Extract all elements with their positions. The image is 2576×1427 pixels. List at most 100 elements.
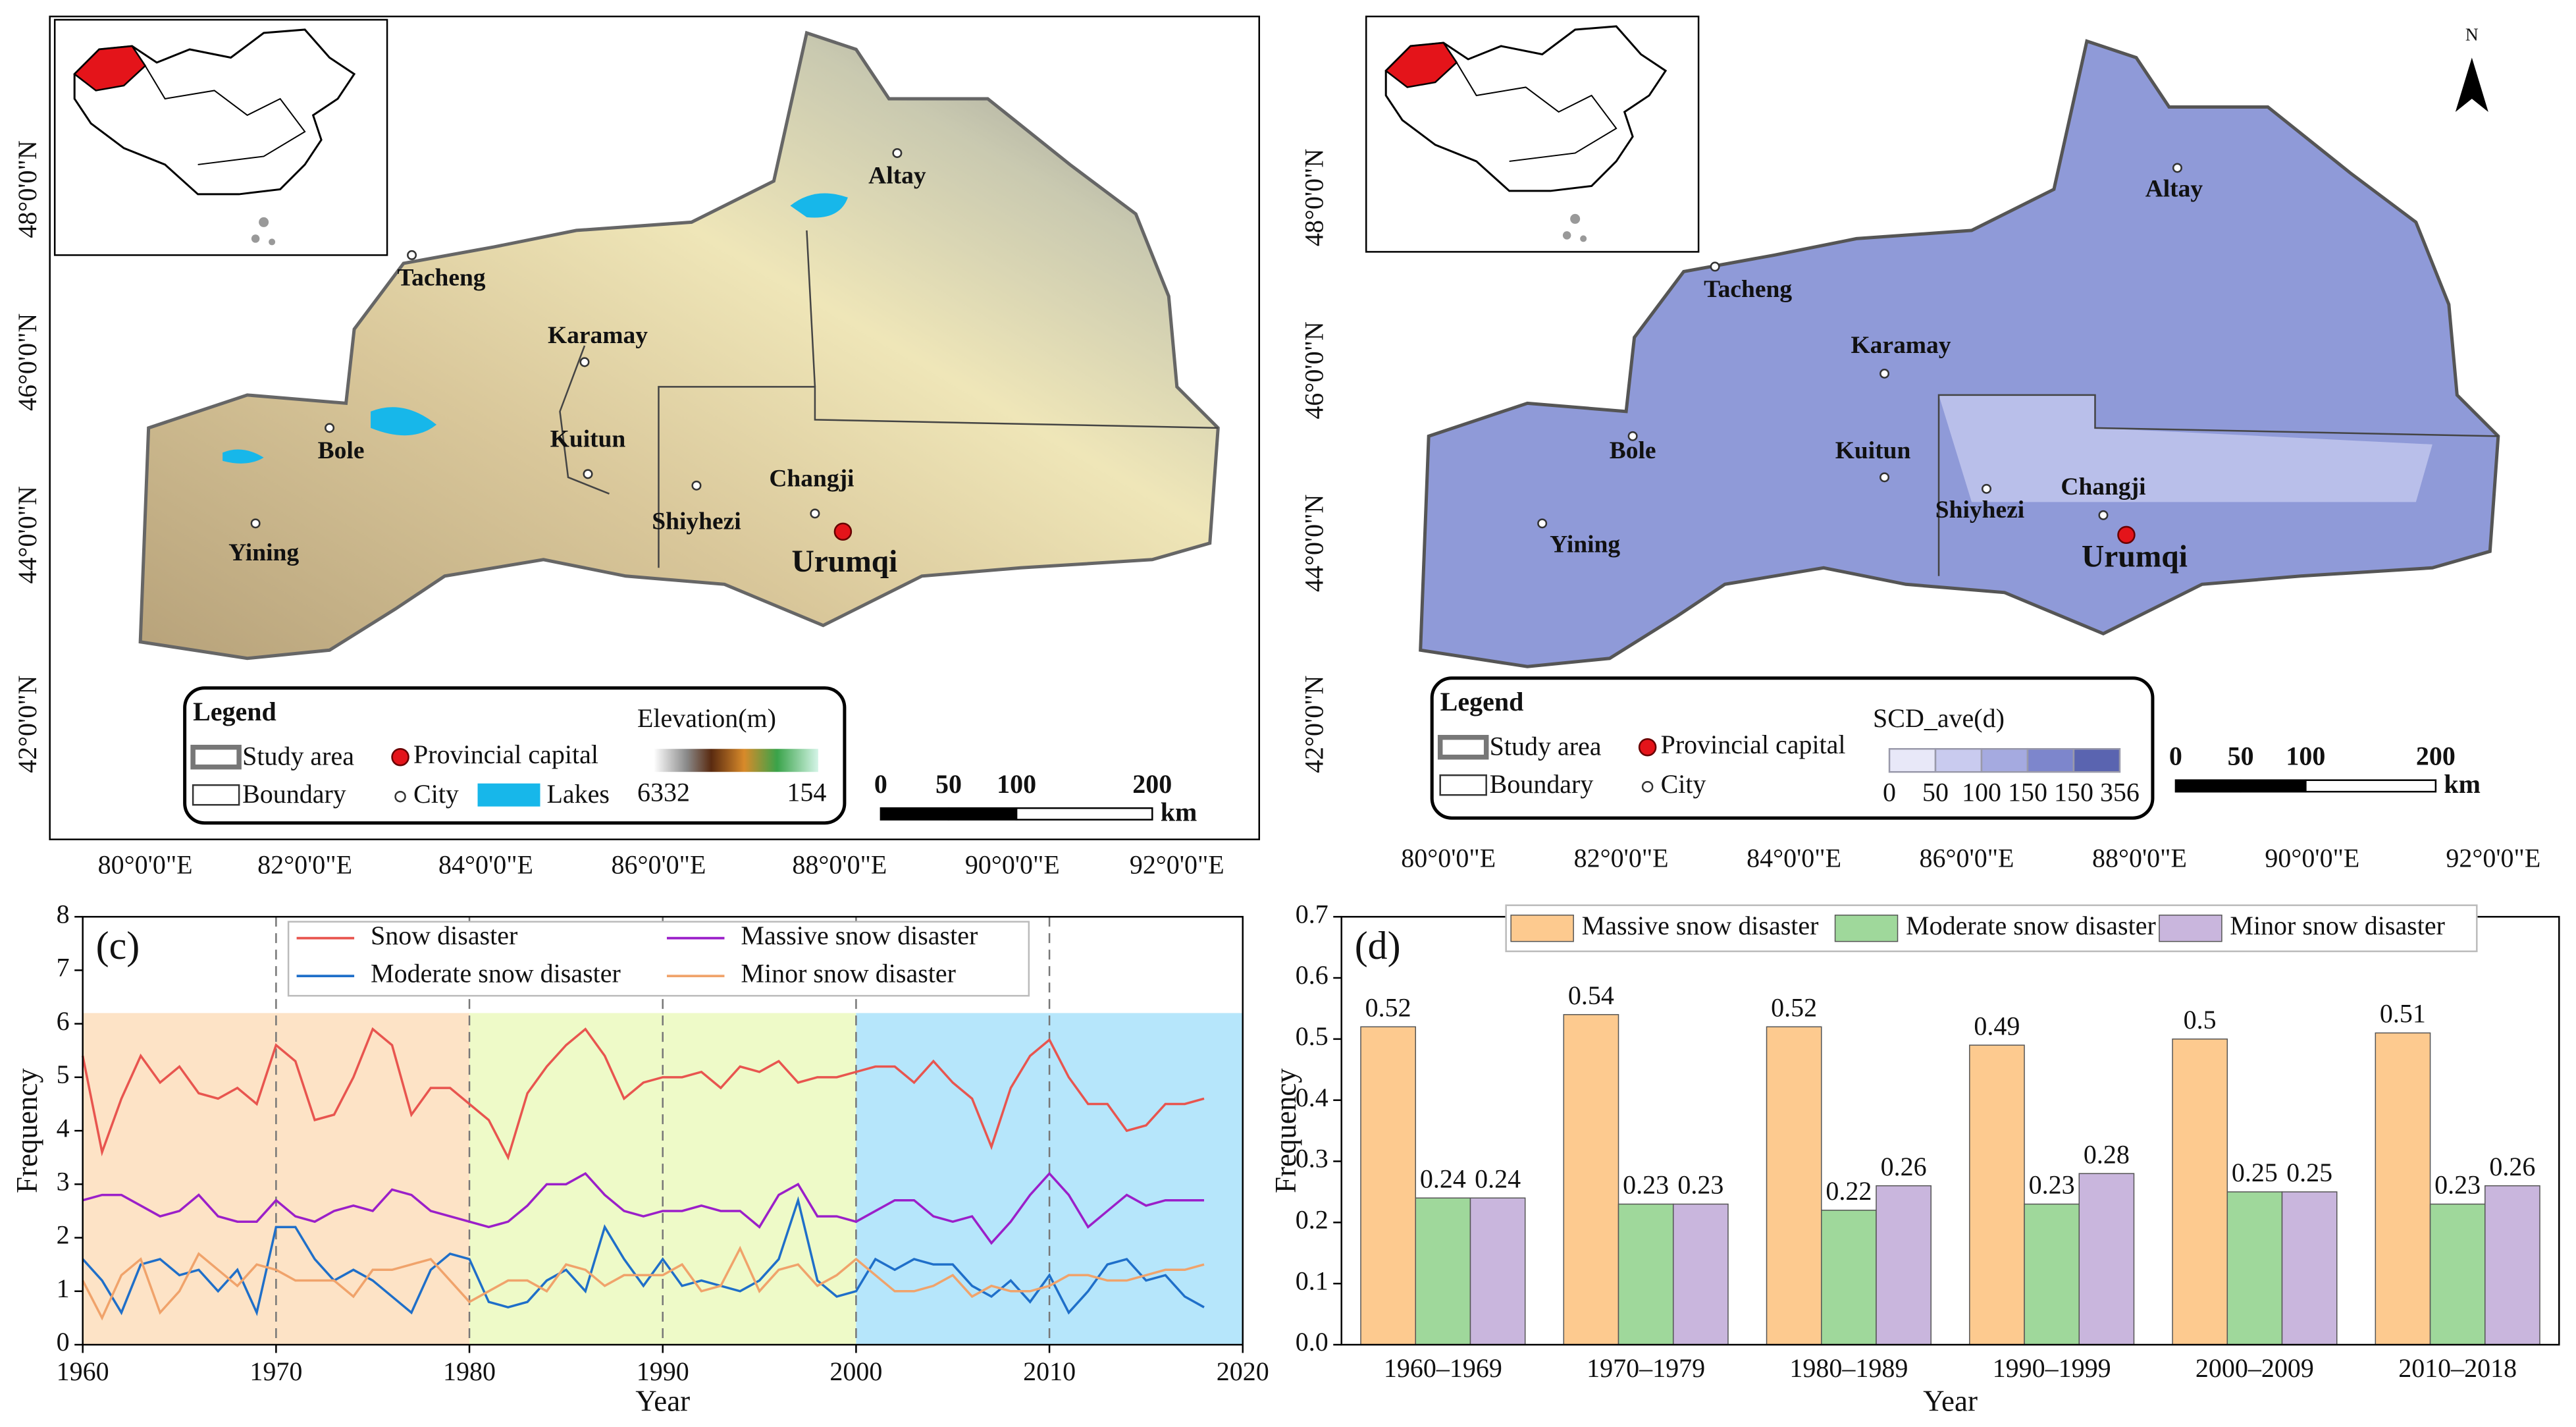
bar: [2172, 1038, 2228, 1345]
city-dot: [1627, 431, 1638, 441]
legend-label: Study area: [242, 741, 354, 770]
bar-value-label: 0.51: [2380, 999, 2426, 1029]
y-tick-label: 0.7: [1296, 899, 1328, 929]
colorbar-label: 0: [1883, 777, 1896, 807]
bar-value-label: 0.54: [1568, 981, 1614, 1010]
boundaries: [559, 230, 1219, 568]
y-tick-label: 1: [57, 1274, 70, 1303]
x-tick-label: 1970–1979: [1587, 1353, 1705, 1383]
bar-value-label: 0.49: [1974, 1011, 2020, 1040]
legend-swatch: [1834, 914, 1899, 942]
y-tick-label: 7: [57, 953, 70, 983]
lon-label: 92°0'0"E: [1130, 849, 1224, 879]
y-tick-label: 0: [57, 1327, 70, 1357]
x-tick-label: 1960: [57, 1357, 109, 1386]
scalebar-segment: [880, 807, 950, 821]
city-label: Karamay: [1851, 332, 1951, 359]
y-tick-label: 5: [57, 1060, 70, 1089]
lakes-icon: [477, 783, 540, 807]
inset-map: [1365, 15, 1700, 253]
legend-label: Study area: [1490, 731, 1602, 761]
panel-label: (c): [96, 924, 140, 967]
panel-label: (d): [1355, 924, 1401, 967]
city-label: Kuitun: [1835, 437, 1911, 464]
city-label: Altay: [2145, 176, 2203, 203]
y-tick-label: 6: [57, 1006, 70, 1036]
lon-label: 88°0'0"E: [2092, 843, 2187, 873]
scalebar-label: 200: [2416, 741, 2456, 770]
lon-label: 90°0'0"E: [2265, 843, 2359, 873]
legend-label: Massive snow disaster: [741, 921, 978, 950]
lon-label: 84°0'0"E: [1747, 843, 1841, 873]
capital-label: Urumqi: [2082, 540, 2188, 574]
legend-box: [1505, 904, 2478, 952]
x-tick-label: 1970: [250, 1357, 302, 1386]
bar: [2226, 1191, 2283, 1345]
legend-title: Legend: [193, 697, 276, 726]
x-tick-label: 1960–1969: [1384, 1353, 1502, 1383]
legend-swatch: [2159, 914, 2222, 942]
bar-value-label: 0.26: [2489, 1152, 2535, 1181]
city-dot: [583, 469, 593, 479]
series-line: [81, 1027, 1205, 1161]
bar: [2375, 1032, 2431, 1345]
legend-swatch: [1510, 914, 1574, 942]
lon-label: 82°0'0"E: [257, 849, 352, 879]
inset-map: [53, 18, 388, 256]
x-tick-label: 2000: [829, 1357, 882, 1386]
lon-label: 80°0'0"E: [98, 849, 193, 879]
legend-label: Provincial capital: [1661, 730, 1846, 759]
series-line: [82, 1171, 1205, 1245]
legend-box: [287, 921, 1030, 997]
colorbar-segment: [1934, 747, 1983, 773]
y-tick-label: 4: [57, 1113, 70, 1143]
bar: [1360, 1026, 1416, 1345]
bar-value-label: 0.22: [1826, 1176, 1872, 1206]
lon-label: 84°0'0"E: [438, 849, 533, 879]
north-label: N: [2465, 24, 2479, 44]
legend-label: Lakes: [547, 779, 610, 809]
lat-label: 46°0'0"N: [1299, 321, 1328, 419]
boundary-icon: [1439, 774, 1487, 796]
bar: [1563, 1013, 1619, 1345]
scalebar-segment: [2240, 779, 2307, 793]
city-dot: [2098, 510, 2109, 520]
bar-value-label: 0.23: [2029, 1170, 2075, 1200]
y-tick-label: 0.4: [1296, 1083, 1328, 1112]
colorbar-label: 154: [787, 777, 826, 807]
scalebar-label: 100: [2286, 741, 2325, 770]
legend-label: Moderate snow disaster: [1906, 911, 2156, 940]
colorbar-segment: [2026, 747, 2075, 773]
y-tick-label: 0.5: [1296, 1021, 1328, 1051]
bar-value-label: 0.23: [1623, 1170, 1669, 1200]
city-label: Changji: [769, 465, 854, 492]
legend-box: [183, 686, 847, 825]
bar-value-label: 0.24: [1475, 1164, 1521, 1193]
colorbar-title: Elevation(m): [637, 703, 776, 733]
city-dot: [325, 423, 335, 433]
colorbar-segment: [1980, 747, 2029, 773]
city-dot: [1710, 261, 1720, 272]
city-label: Tacheng: [398, 265, 486, 292]
city-label: Yining: [228, 539, 299, 566]
lon-label: 92°0'0"E: [2446, 843, 2540, 873]
lon-label: 80°0'0"E: [1401, 843, 1496, 873]
y-tick-label: 0.0: [1296, 1327, 1328, 1357]
bar-value-label: 0.52: [1365, 992, 1411, 1022]
city-dot: [579, 357, 590, 367]
city-dot: [1982, 483, 1992, 494]
plot-frame: [82, 915, 1244, 1346]
capital-icon: [1638, 738, 1657, 757]
lat-label: 44°0'0"N: [13, 486, 42, 583]
north-arrow: [2455, 57, 2488, 112]
bar: [1821, 1210, 1877, 1345]
bar: [1969, 1044, 2025, 1345]
city-dot: [2172, 163, 2182, 173]
city-label: Shiyhezi: [1935, 497, 2024, 524]
lon-label: 86°0'0"E: [1920, 843, 2014, 873]
bar-value-label: 0.23: [1677, 1170, 1723, 1200]
series-line: [82, 1245, 1205, 1321]
y-tick-label: 2: [57, 1220, 70, 1250]
bar: [2024, 1203, 2080, 1345]
